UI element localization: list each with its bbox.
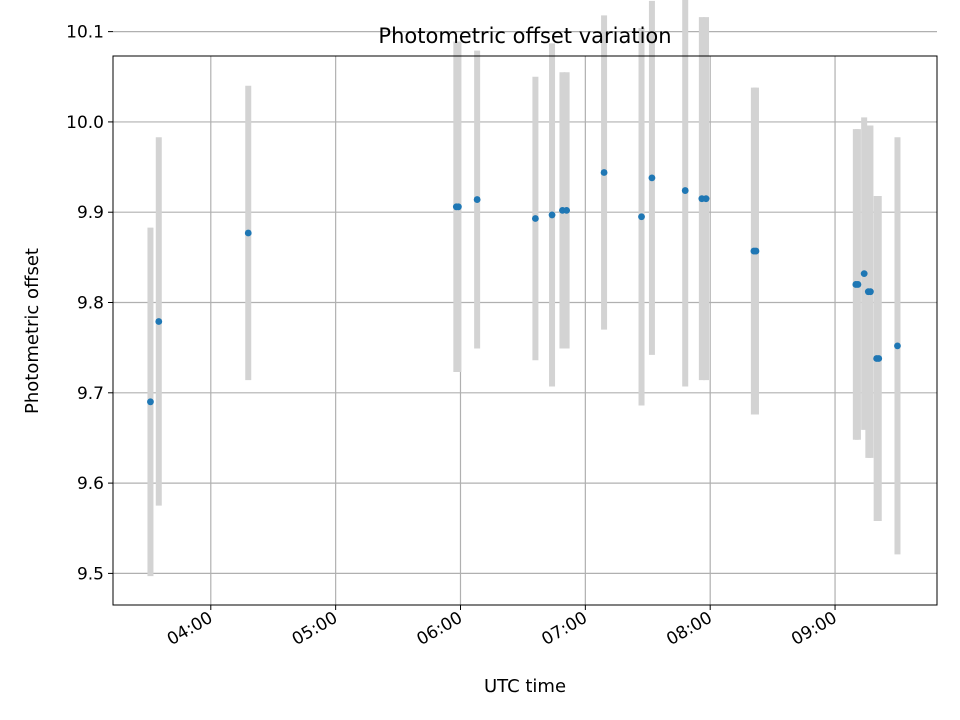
data-point xyxy=(638,213,645,221)
y-tick-label: 10.0 xyxy=(66,113,104,133)
data-point xyxy=(867,288,874,296)
data-point xyxy=(894,342,901,350)
plot-area xyxy=(113,56,937,605)
y-tick-label: 9.8 xyxy=(77,294,104,314)
data-point xyxy=(155,318,163,325)
data-point xyxy=(244,229,252,237)
data-point xyxy=(648,174,656,182)
data-points xyxy=(147,169,901,406)
y-tick-label: 9.5 xyxy=(77,564,104,584)
data-point xyxy=(702,195,710,203)
data-point xyxy=(854,281,862,288)
data-point xyxy=(147,398,154,406)
data-point xyxy=(600,169,608,176)
y-tick-label: 9.6 xyxy=(77,474,104,494)
plot-frame xyxy=(112,55,938,606)
data-point xyxy=(752,247,760,255)
data-point xyxy=(563,207,571,214)
data-point xyxy=(875,355,883,362)
y-tick-label: 10.1 xyxy=(66,23,104,43)
data-point xyxy=(860,270,868,278)
x-axis-label: UTC time xyxy=(484,676,566,697)
data-point xyxy=(548,211,556,219)
data-point xyxy=(473,196,481,203)
y-tick-label: 9.7 xyxy=(77,384,104,404)
y-axis-label: Photometric offset xyxy=(22,248,43,414)
y-tick-label: 9.9 xyxy=(77,203,104,223)
chart-title: Photometric offset variation xyxy=(378,24,671,48)
data-point xyxy=(455,203,462,211)
data-point xyxy=(681,187,689,194)
y-axis-ticks: 9.5 9.6 9.7 9.8 9.9 10.0 10.1 xyxy=(66,23,113,584)
data-point xyxy=(532,215,539,222)
